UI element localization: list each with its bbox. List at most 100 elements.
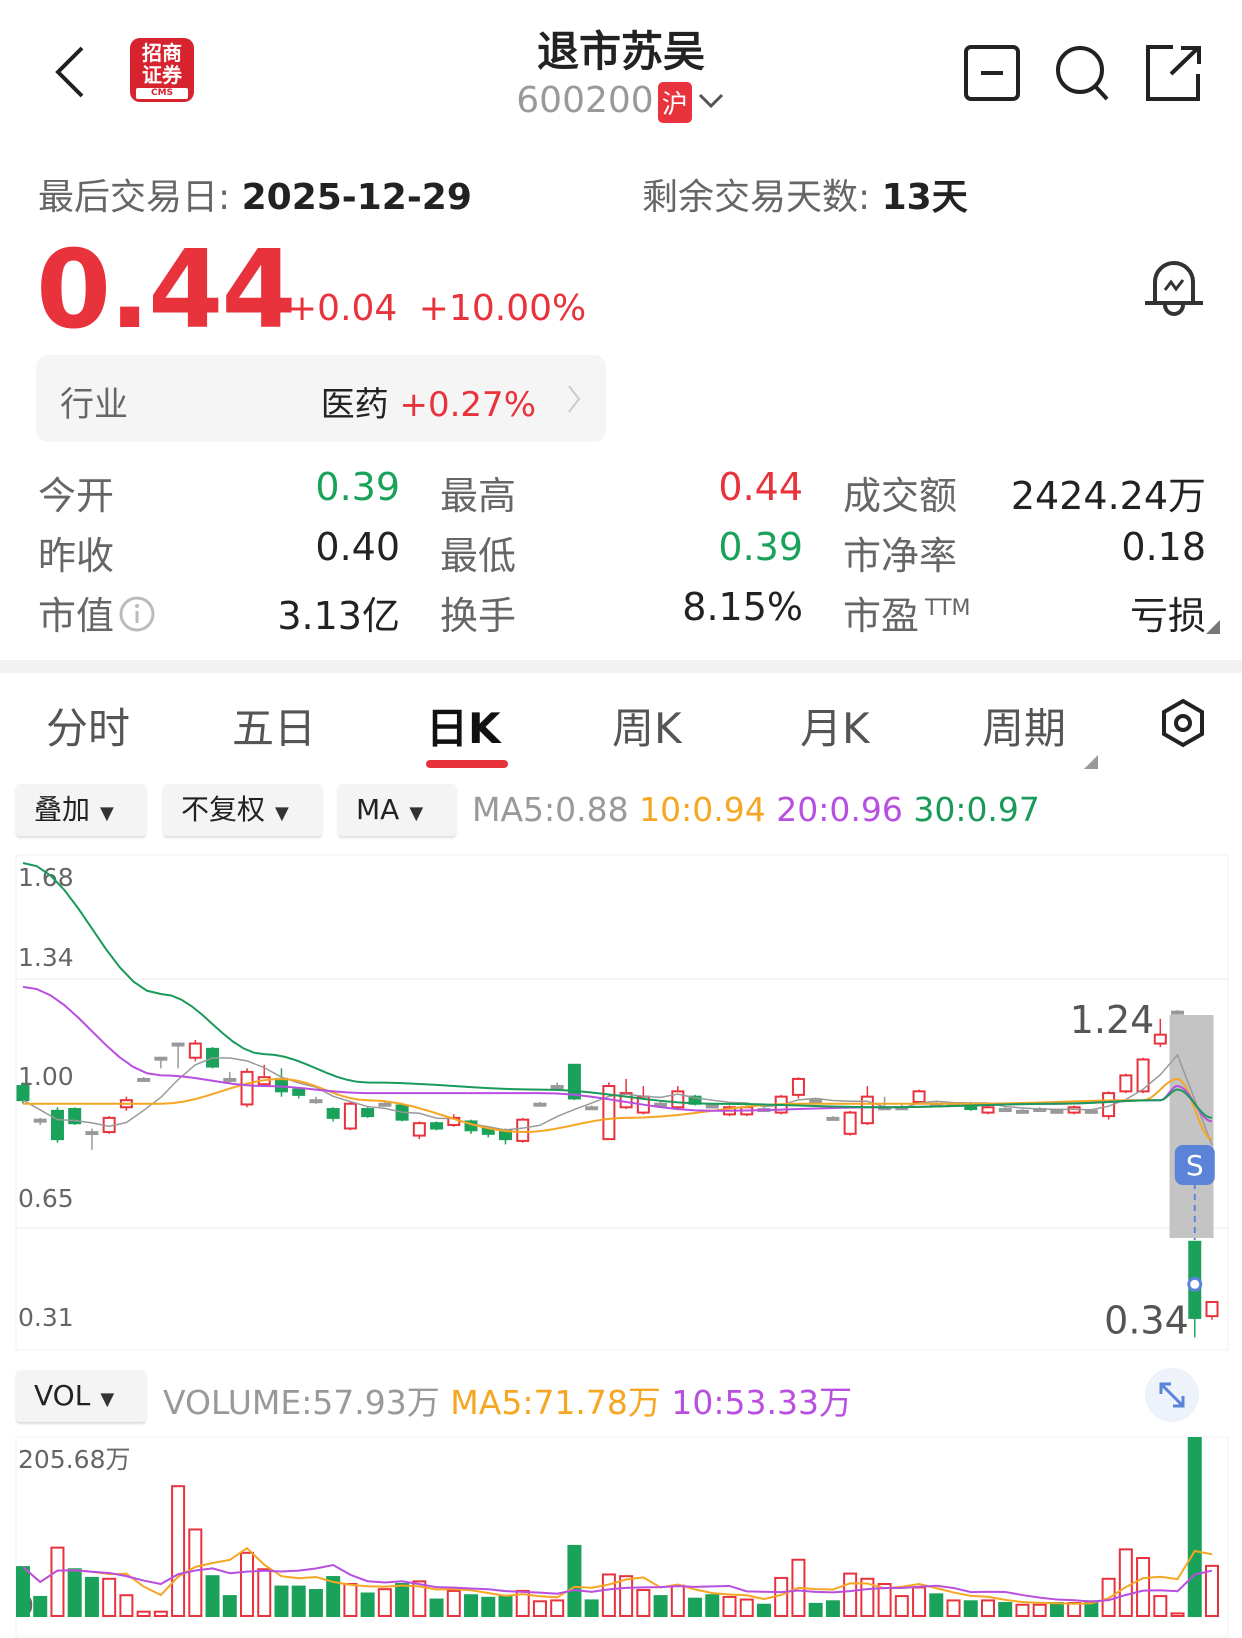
- stat-value: 0.18: [1121, 525, 1206, 569]
- vol-indicator-dropdown[interactable]: VOL ▼: [16, 1370, 146, 1422]
- signal-marker: [1187, 1276, 1203, 1292]
- adjust-dropdown[interactable]: 不复权 ▼: [163, 784, 322, 836]
- volume-bar: [825, 1600, 840, 1618]
- volume-bar: [774, 1576, 789, 1617]
- volume-bar: [343, 1582, 358, 1617]
- volume-chart[interactable]: 205.68万0: [0, 1436, 1242, 1638]
- candle-body: [16, 1085, 30, 1102]
- volume-max-label: 205.68万: [18, 1445, 130, 1474]
- volume-bar: [946, 1599, 961, 1618]
- candle-body: [50, 1109, 64, 1141]
- candle-body: [171, 1042, 185, 1047]
- candle-body: [68, 1108, 82, 1125]
- bell-alert-icon: [1145, 261, 1203, 316]
- candle-body: [912, 1090, 926, 1103]
- candle-body: [1171, 1010, 1185, 1015]
- stock-name: 退市苏吴: [536, 27, 705, 76]
- volume-bar: [377, 1588, 392, 1618]
- chevron-down-icon: [698, 93, 723, 109]
- candle-body: [274, 1077, 288, 1093]
- volume-bar: [1187, 1437, 1202, 1617]
- volume-bar: [980, 1599, 995, 1618]
- volume-bar: [1205, 1564, 1219, 1617]
- candle-body: [343, 1102, 357, 1130]
- chart-settings-button[interactable]: [1160, 698, 1206, 752]
- expand-chart-button[interactable]: [1145, 1368, 1199, 1422]
- price-change: +0.04 +10.00%: [287, 288, 587, 329]
- info-icon[interactable]: [118, 595, 156, 633]
- chevron-right-icon: [568, 385, 581, 413]
- volume-bar: [16, 1566, 30, 1617]
- candle-body: [516, 1118, 530, 1142]
- tab-2[interactable]: 日K: [426, 704, 501, 753]
- volume-bar: [1136, 1557, 1151, 1617]
- back-button[interactable]: [50, 42, 90, 102]
- tab-3[interactable]: 周K: [612, 704, 682, 753]
- volume-bar: [205, 1575, 220, 1617]
- search-button[interactable]: [1053, 44, 1111, 102]
- candle-body: [654, 1102, 668, 1107]
- settings-hexagon-icon: [1162, 698, 1204, 748]
- tab-1[interactable]: 五日: [232, 704, 317, 753]
- share-button[interactable]: [1143, 44, 1201, 102]
- volume-bar: [843, 1572, 858, 1617]
- broker-logo: 招商 证券 CMS: [130, 38, 194, 102]
- stat-value: 亏损: [1129, 594, 1206, 638]
- volume-bar: [222, 1595, 237, 1617]
- minimize-button[interactable]: [963, 44, 1021, 102]
- stock-code-switcher[interactable]: 600200 沪: [0, 80, 1242, 123]
- volume-bar: [50, 1546, 65, 1617]
- overlay-dropdown[interactable]: 叠加 ▼: [16, 784, 146, 836]
- volume-bar: [894, 1595, 909, 1617]
- volume-bar: [584, 1599, 599, 1618]
- candle-body: [533, 1102, 547, 1107]
- industry-row[interactable]: 行业 医药 +0.27%: [36, 355, 606, 442]
- volume-ma5-line: [22, 1546, 1213, 1605]
- stat-label: 最高: [440, 474, 517, 518]
- active-tab-indicator: [426, 760, 508, 768]
- exchange-badge: 沪: [657, 81, 692, 123]
- candle-body: [292, 1088, 306, 1096]
- tab-0[interactable]: 分时: [46, 704, 131, 753]
- y-tick-label: 0.65: [18, 1184, 74, 1213]
- price-alert-button[interactable]: [1143, 258, 1205, 326]
- sell-signal-text: S: [1186, 1149, 1204, 1182]
- volume-bar: [688, 1597, 703, 1617]
- volume-bar: [308, 1589, 323, 1617]
- candle-body: [1015, 1109, 1029, 1114]
- volume-bar: [532, 1600, 547, 1618]
- volume-bar: [998, 1602, 1013, 1618]
- volume-bar: [102, 1577, 117, 1617]
- corner-marker-icon: [1206, 620, 1220, 634]
- tab-4[interactable]: 月K: [800, 704, 870, 753]
- candle-body: [240, 1070, 254, 1106]
- volume-bar: [929, 1593, 944, 1618]
- candle-body: [843, 1111, 857, 1135]
- industry-value: 医药 +0.27%: [320, 385, 536, 425]
- search-icon: [1056, 46, 1109, 101]
- volume-legend: VOLUME:57.93万 MA5:71.78万 10:53.33万: [163, 1383, 853, 1422]
- candle-body: [809, 1099, 823, 1104]
- stat-value: 0.39: [315, 465, 400, 509]
- volume-bar: [670, 1584, 685, 1618]
- candlestick-chart[interactable]: 1.681.341.000.650.311.240.34S: [0, 850, 1242, 1355]
- candle-body: [1119, 1074, 1133, 1093]
- candle-body: [1136, 1058, 1150, 1093]
- ma30-line: [22, 862, 1213, 1119]
- stat-value: 8.15%: [682, 585, 803, 629]
- volume-bar: [498, 1595, 513, 1617]
- tab-5[interactable]: 周期: [982, 704, 1067, 753]
- min-price-label: 0.34: [1104, 1298, 1189, 1342]
- candle-body: [567, 1063, 581, 1100]
- volume-bar: [1067, 1602, 1082, 1618]
- candle-body: [430, 1122, 444, 1130]
- candle-body: [1050, 1109, 1064, 1114]
- volume-ma10-line: [22, 1563, 1213, 1603]
- candle-body: [378, 1102, 392, 1107]
- volume-bar: [274, 1585, 289, 1618]
- indicator-dropdown[interactable]: MA ▼: [338, 784, 456, 836]
- candle-body: [1205, 1300, 1219, 1318]
- candle-body: [137, 1077, 151, 1082]
- chart-frame: [15, 854, 1229, 1351]
- max-price-label: 1.24: [1070, 998, 1155, 1042]
